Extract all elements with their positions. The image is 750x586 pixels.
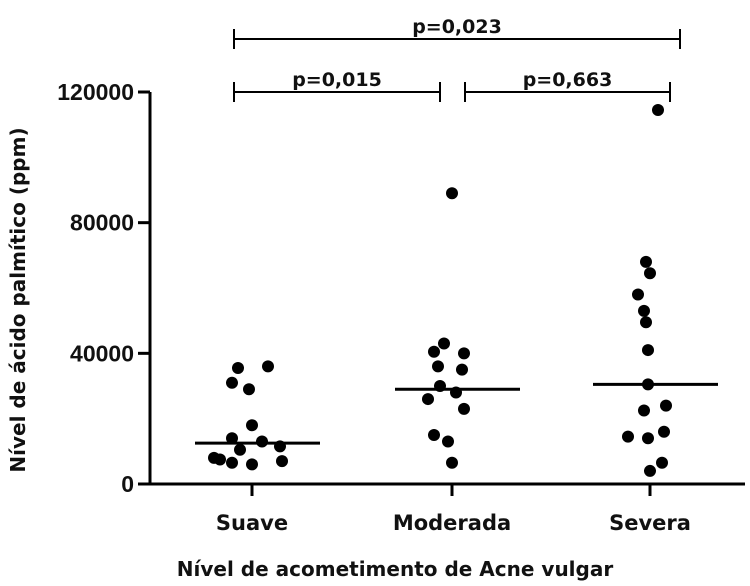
data-point [632, 288, 644, 301]
p-value-label: p=0,015 [292, 69, 382, 91]
x-category-label: Suave [216, 511, 288, 535]
data-point [276, 455, 288, 468]
x-category-label: Moderada [393, 511, 511, 535]
data-point [658, 425, 670, 438]
data-point [640, 316, 652, 329]
data-point [428, 345, 440, 358]
data-point [262, 360, 274, 373]
data-point [644, 464, 656, 477]
data-point [656, 456, 668, 469]
y-axis-ticks: 0 40000 80000 120000 [57, 79, 150, 497]
y-axis-title: Nível de ácido palmítico (ppm) [6, 127, 30, 472]
data-point [428, 429, 440, 441]
data-point [234, 443, 246, 456]
data-point [226, 456, 238, 469]
data-points [208, 103, 672, 477]
p-value-label: p=0,023 [412, 16, 502, 38]
significance-bracket [233, 82, 441, 102]
x-category-label: Severa [609, 511, 691, 535]
data-point [232, 362, 244, 375]
data-point [214, 453, 226, 466]
data-point [652, 103, 664, 116]
x-axis-title: Nível de acometimento de Acne vulgar [177, 557, 614, 581]
data-point [432, 360, 444, 373]
data-point [256, 435, 268, 448]
p-value-label: p=0,663 [523, 69, 613, 91]
data-point [638, 304, 650, 317]
data-point [442, 435, 454, 448]
data-point [640, 255, 652, 268]
data-point [458, 347, 470, 360]
significance-bracket [464, 82, 671, 102]
x-axis-categories: Suave Moderada Severa [216, 484, 691, 535]
y-tick-label: 40000 [70, 340, 134, 366]
data-point [246, 458, 258, 471]
y-tick-label: 120000 [57, 79, 134, 105]
data-point [638, 404, 650, 417]
data-point [458, 402, 470, 415]
data-point [622, 430, 634, 443]
y-tick-label: 80000 [70, 210, 134, 236]
data-point [446, 187, 458, 200]
data-point [246, 419, 258, 432]
y-tick-label: 0 [121, 471, 134, 497]
data-point [422, 393, 434, 406]
data-point [642, 344, 654, 357]
data-point [642, 432, 654, 445]
data-point [226, 432, 238, 445]
data-point [226, 376, 238, 389]
data-point [243, 383, 255, 396]
median-lines [195, 382, 718, 445]
significance-brackets: p=0,015 p=0,663 p=0,023 [233, 16, 681, 102]
data-point [660, 399, 672, 412]
data-point [438, 337, 450, 350]
data-point [644, 267, 656, 280]
data-point [446, 456, 458, 469]
significance-bracket [233, 29, 681, 49]
data-point [456, 363, 468, 376]
